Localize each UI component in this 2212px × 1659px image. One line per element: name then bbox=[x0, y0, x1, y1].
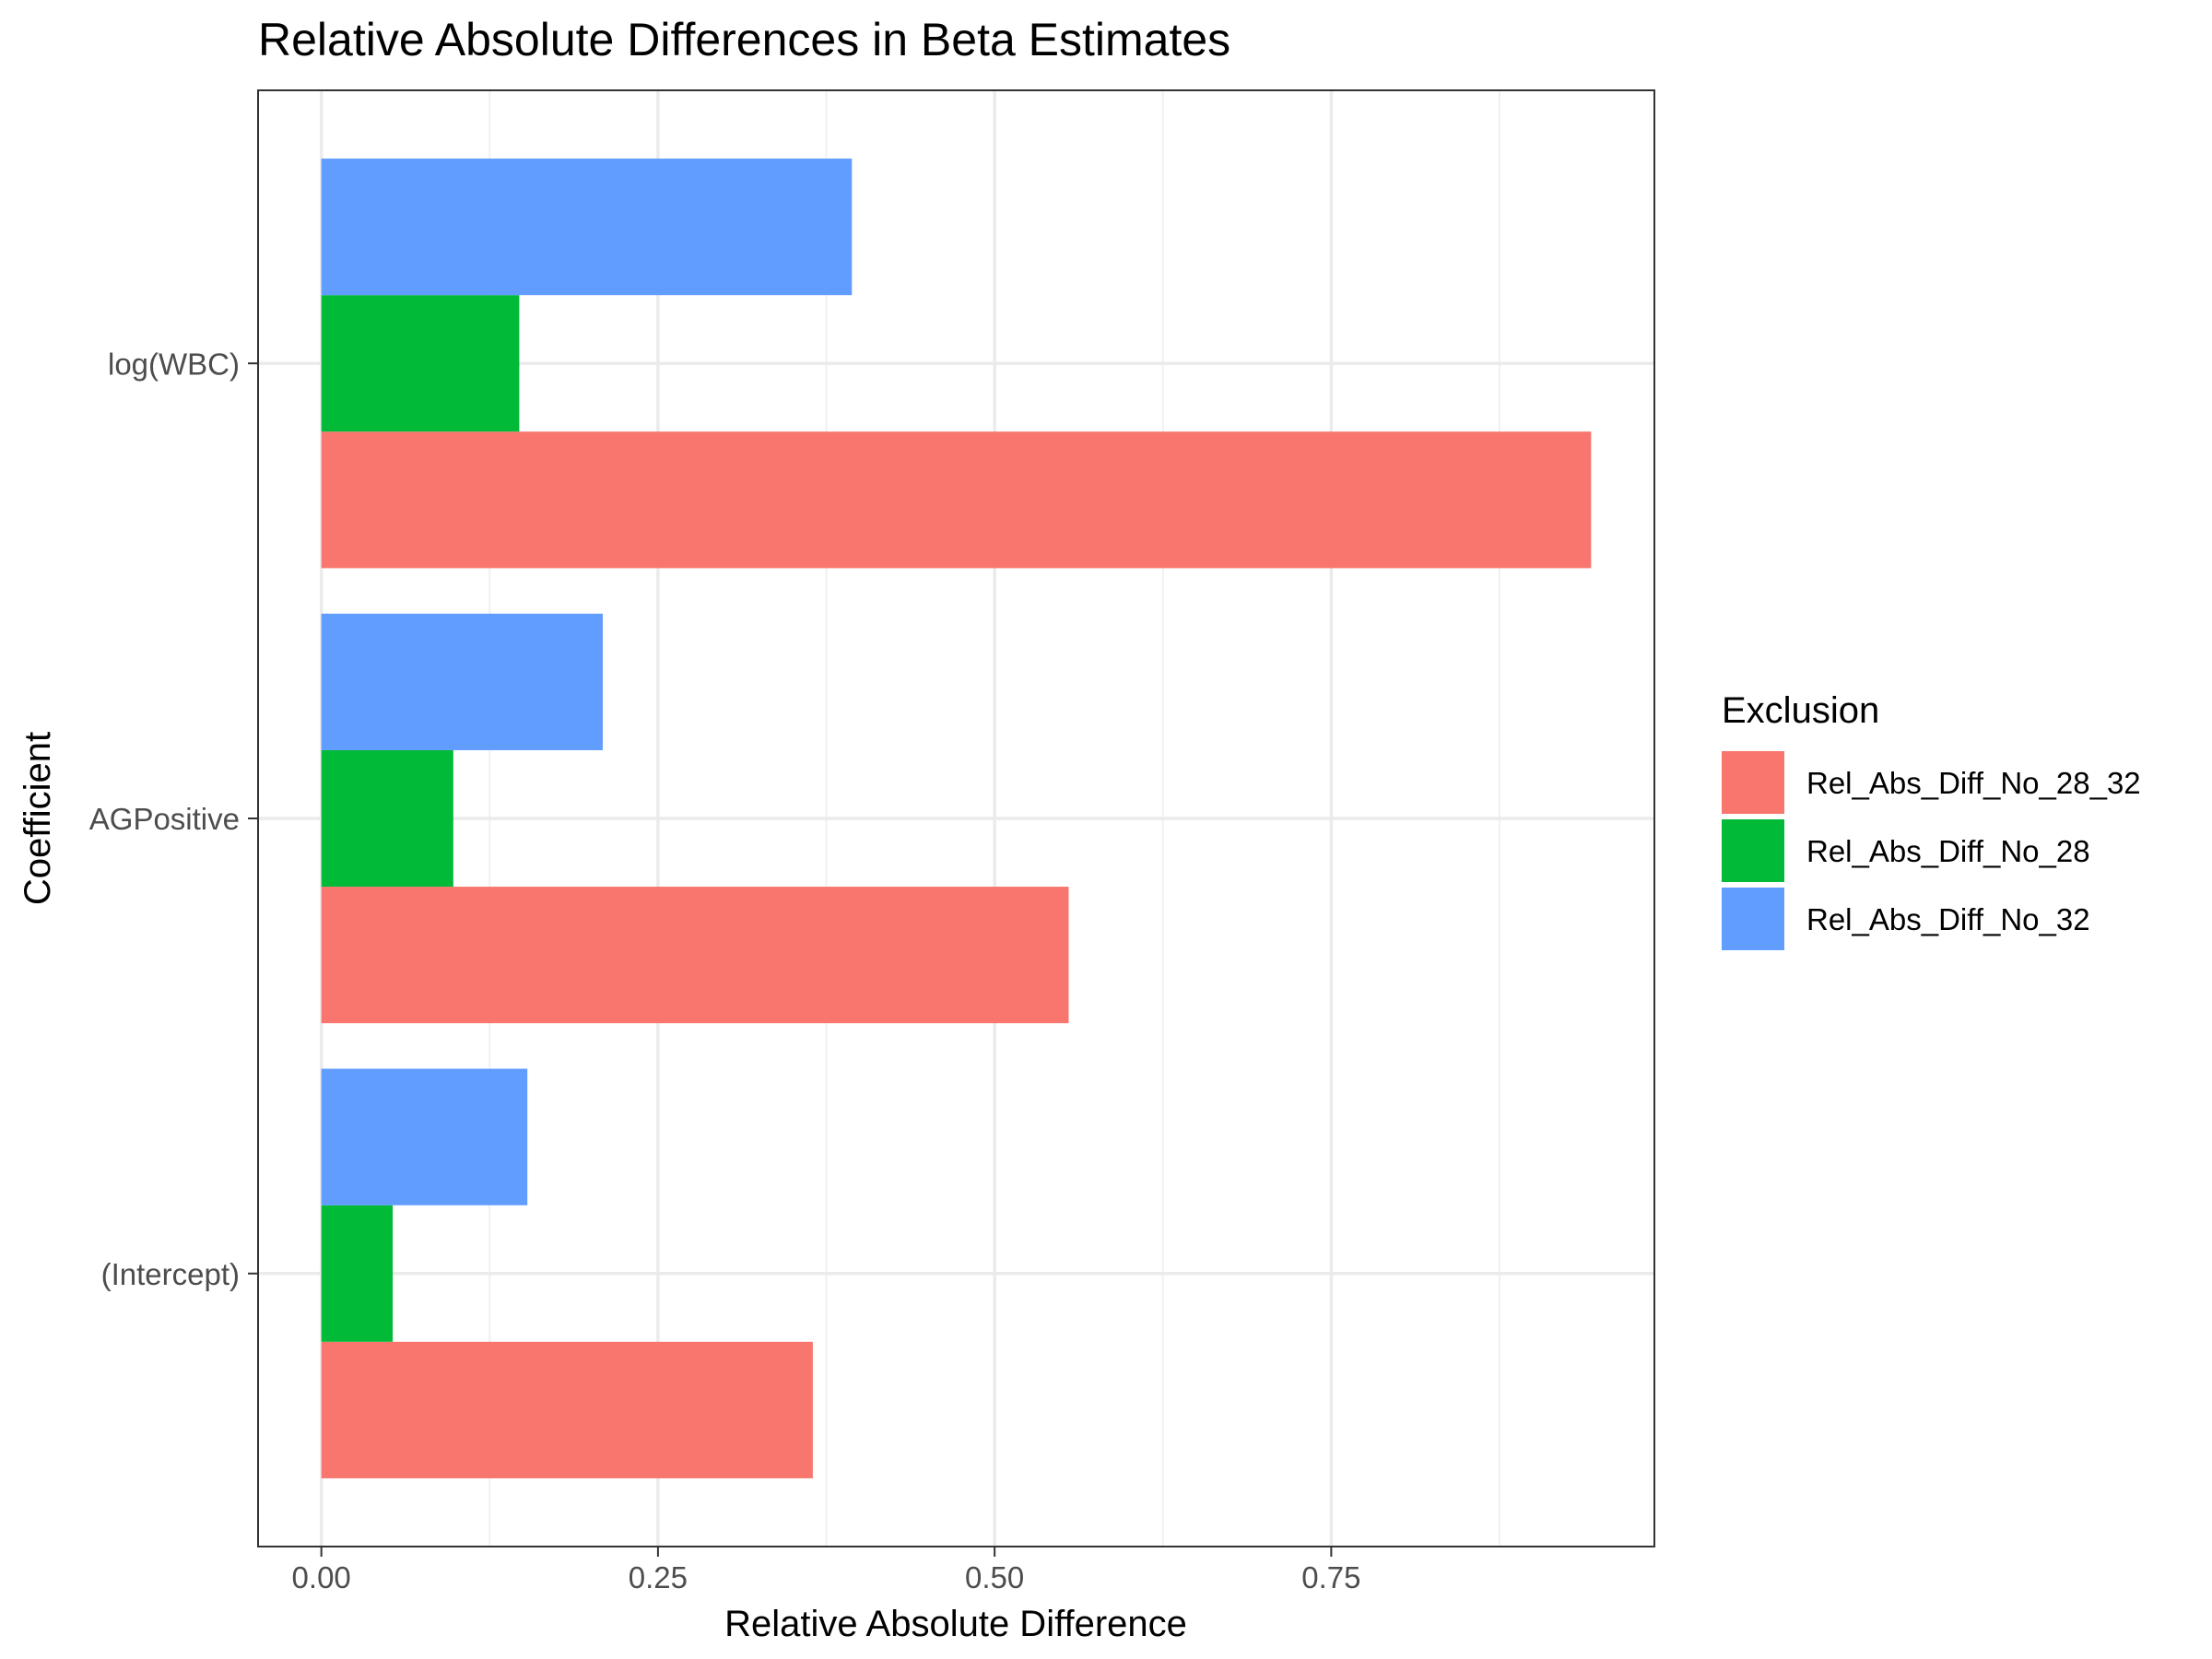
y-tick-label: AGPositive bbox=[89, 802, 240, 836]
legend: Exclusion Rel_Abs_Diff_No_28_32 Rel_Abs_D… bbox=[1722, 690, 2141, 950]
y-tick-label: (Intercept) bbox=[101, 1257, 240, 1291]
y-tick-label: log(WBC) bbox=[108, 347, 240, 381]
legend-key bbox=[1722, 819, 1784, 882]
x-axis: 0.00 0.25 0.50 0.75 bbox=[292, 1547, 1360, 1594]
bar bbox=[321, 1341, 813, 1478]
x-tick-label: 0.50 bbox=[965, 1560, 1024, 1594]
bar bbox=[321, 295, 520, 432]
legend-key bbox=[1722, 888, 1784, 950]
legend-key bbox=[1722, 751, 1784, 814]
legend-label: Rel_Abs_Diff_No_32 bbox=[1806, 902, 2090, 936]
bar bbox=[321, 431, 1592, 569]
x-tick-label: 0.25 bbox=[629, 1560, 688, 1594]
legend-label: Rel_Abs_Diff_No_28_32 bbox=[1806, 766, 2141, 800]
bar bbox=[321, 1205, 394, 1342]
bar bbox=[321, 749, 453, 888]
x-axis-title: Relative Absolute Difference bbox=[724, 1604, 1187, 1644]
legend-title: Exclusion bbox=[1722, 690, 1879, 731]
legend-label: Rel_Abs_Diff_No_28 bbox=[1806, 834, 2090, 868]
bar bbox=[321, 613, 604, 750]
bar bbox=[321, 887, 1069, 1024]
x-tick-label: 0.75 bbox=[1301, 1560, 1360, 1594]
bar bbox=[321, 159, 853, 296]
x-tick-label: 0.00 bbox=[292, 1560, 351, 1594]
y-axis: (Intercept) AGPositive log(WBC) bbox=[89, 347, 258, 1291]
bars bbox=[321, 159, 1592, 1478]
chart-title: Relative Absolute Differences in Beta Es… bbox=[258, 14, 1230, 65]
y-axis-title: Coefficient bbox=[18, 732, 58, 905]
bar bbox=[321, 1068, 528, 1206]
